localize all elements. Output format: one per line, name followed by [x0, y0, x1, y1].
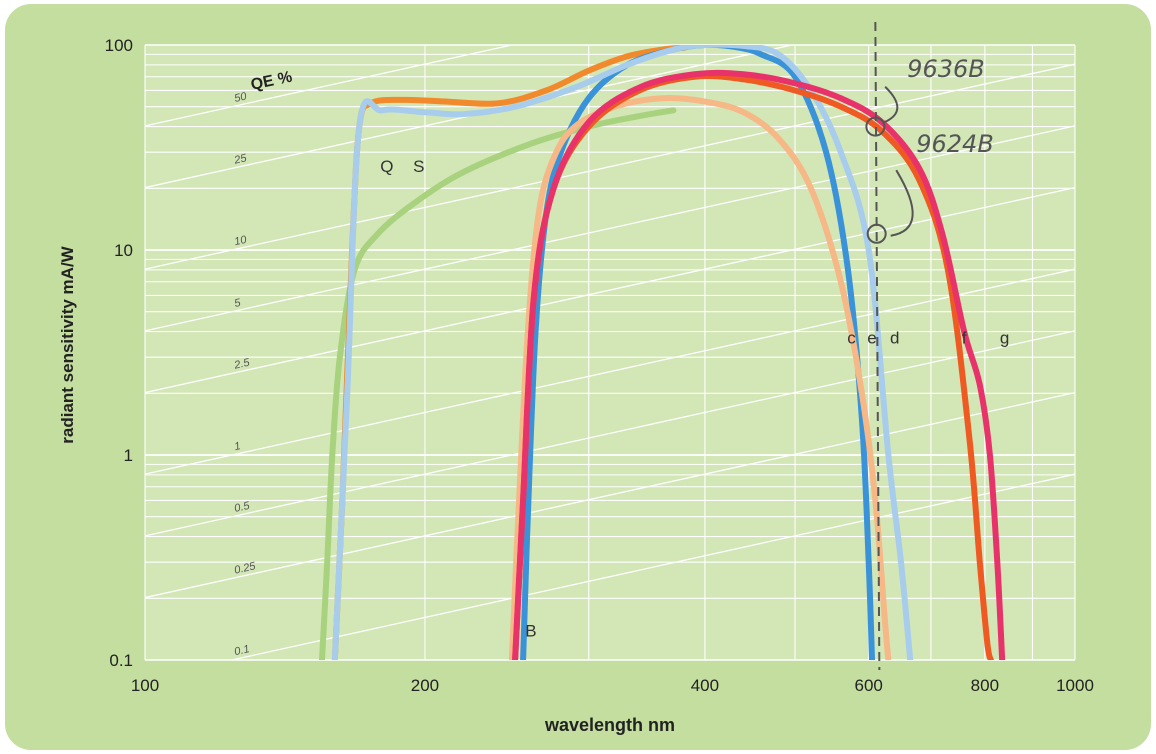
x-tick-label: 400 [691, 676, 719, 695]
x-tick-label: 100 [131, 676, 159, 695]
qe-label: 2.5 [232, 356, 251, 371]
qe-label: 10 [233, 234, 248, 249]
labels-group: Q S Bc e d f g 100 200 400 600 800 1000 100 10 1 0.1 [105, 36, 1094, 695]
qe-label: 0.5 [233, 500, 251, 515]
series-group [319, 45, 1006, 660]
curve-label-S: S [413, 157, 424, 176]
qe-line-0_25 [145, 391, 1075, 599]
marker-line [874, 21, 881, 671]
annotation-circle [866, 223, 887, 244]
y-tick-label: 0.1 [109, 651, 133, 670]
qe-line-1 [145, 268, 1075, 475]
series-line-g [512, 69, 1006, 660]
annotation-circle [865, 116, 886, 137]
x-tick-label: 1000 [1056, 676, 1094, 695]
annotation-label-9636B: 9636B [907, 55, 985, 83]
series-line-d [331, 45, 914, 660]
x-axis-title: wavelength nm [544, 715, 675, 735]
qe-line-2_5 [145, 186, 1075, 394]
curve-label-e: e [867, 328, 876, 347]
qe-line-25 [145, 45, 795, 189]
qe-line-10 [145, 63, 1075, 270]
x-tick-label: 800 [971, 676, 999, 695]
qe-lines: 50 25 10 5 2.5 1 0.5 0.25 0.1 [145, 45, 1075, 660]
y-axis-title: radiant sensitivity mA/W [58, 245, 77, 443]
y-tick-label: 100 [105, 36, 133, 55]
curve-label-d: d [890, 328, 899, 347]
curve-label-g: g [1000, 328, 1009, 347]
qe-line-0_1 [228, 473, 1075, 660]
qe-line-0_5 [145, 330, 1075, 537]
curve-label-f: f [962, 328, 967, 347]
y-tick-label: 1 [124, 446, 133, 465]
qe-label: 50 [233, 90, 248, 105]
annotation-label-9624B: 9624B [916, 130, 994, 158]
y-tick-label: 10 [114, 241, 133, 260]
annotation-leader [882, 86, 899, 124]
annotations-group: 9636B 9624B [865, 21, 994, 671]
annotation-leader [890, 169, 914, 237]
qe-label: 1 [233, 440, 242, 453]
series-line-e [508, 95, 892, 660]
qe-label: 0.1 [233, 643, 251, 658]
grid [144, 44, 1076, 661]
qe-label: 25 [232, 152, 248, 167]
qe-line-50 [145, 45, 515, 127]
qe-label: 5 [233, 297, 242, 310]
qe-line-5 [145, 125, 1075, 332]
plot-area [145, 45, 1075, 660]
curve-label-c: c [847, 328, 856, 347]
x-tick-label: 600 [854, 676, 882, 695]
curve-label-Q: Q [380, 157, 393, 176]
qe-label: 0.25 [233, 560, 257, 577]
x-tick-label: 200 [411, 676, 439, 695]
curve-label-B: B [525, 622, 536, 641]
